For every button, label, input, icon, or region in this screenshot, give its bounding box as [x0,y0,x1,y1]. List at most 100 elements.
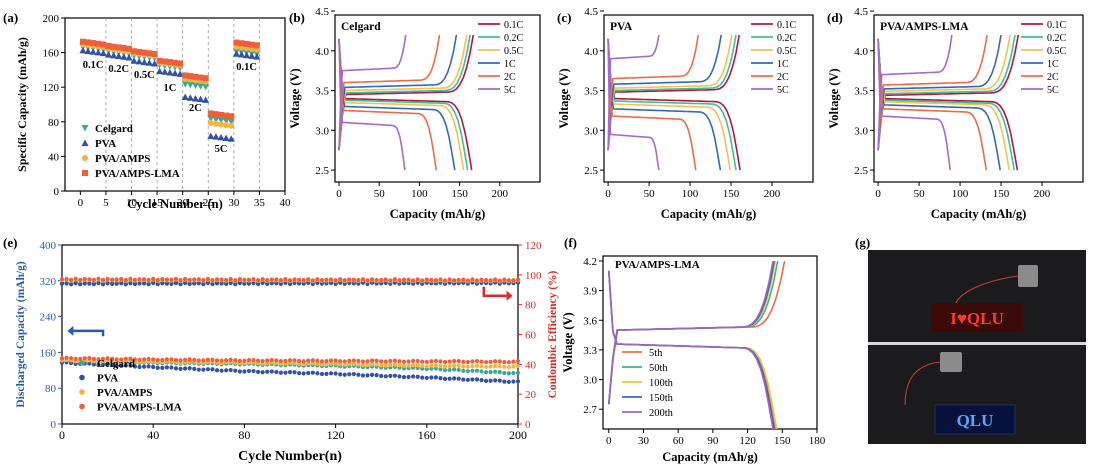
panel-c-xtick-label: 0 [605,188,611,200]
panel-a-point [105,43,112,50]
panel-d-charge-curve [877,34,1016,151]
panel-e-efficiency-point [210,277,215,283]
panel-e-capacity-point [351,371,356,377]
panel-c-ytick-label: 4.5 [584,6,598,18]
panel-e-capacity-point [260,358,265,364]
panel-c-label: (c) [557,10,571,25]
panel-e-capacity-point [255,358,261,363]
panel-e-capacity-point [87,361,92,366]
panel-e-capacity-point [433,366,439,371]
panel-d-ytick-label: 3.0 [854,125,868,137]
panel-c-ytick-label: 3.0 [584,125,598,137]
panel-a-point [202,83,210,91]
panel-e-capacity-point [246,368,252,374]
panel-e-capacity-point [119,357,124,362]
panel-e-efficiency-point [219,281,224,286]
panel-e-efficiency-point [242,281,247,286]
panel-b-legend-label: 1C [504,59,516,70]
panel-e-xtick-label: 40 [147,428,159,442]
panel-b-xtick-label: 200 [492,188,509,200]
panel-a-point [131,48,138,55]
panel-e-capacity-point [433,363,439,368]
panel-c-discharge-curve [607,38,741,171]
panel-c-discharge-curve [607,38,731,171]
panel-e-capacity-point [228,357,233,362]
panel-e-capacity-point [224,358,229,363]
panel-e-ytick-label: 80 [45,383,57,395]
panel-e-capacity-point [474,377,480,382]
panel-e-capacity-point [470,377,475,382]
panel-e-efficiency-point [315,277,320,282]
panel-a-point [187,73,194,80]
panel-e-efficiency-point [328,277,334,282]
panel-e-efficiency-point [242,277,247,282]
panel-e-capacity-point [91,362,97,367]
panel-e-capacity-point [369,358,375,363]
panel-e-efficiency-point [433,278,439,283]
panel-e-capacity-point [347,362,352,367]
panel-e-efficiency-point [196,277,201,282]
panel-a-point [227,135,235,142]
panel-a-point [100,41,107,48]
panel-e-capacity-point [319,362,325,367]
panel-e-efficiency-point [87,281,92,286]
panel-e-capacity-point [146,356,151,362]
panel-e-efficiency-point [123,282,128,287]
panel-e-capacity-point [415,358,420,364]
panel-f-ytick-label: 4.2 [583,256,597,268]
panel-e-capacity-point [461,377,466,382]
panel-e-capacity-point [493,378,498,383]
panel-e-capacity-point [260,370,265,375]
panel-e-xtick-label: 0 [59,428,65,442]
panel-e-capacity-point [214,358,220,363]
panel-a-ytick-label: 40 [48,151,60,163]
panel-e-efficiency-point [155,282,160,287]
panel-e-capacity-point [328,358,334,363]
panel-f-legend-label: 150th [649,393,674,404]
panel-e-efficiency-point [351,277,356,282]
panel-e-capacity-point [301,359,306,364]
panel-b-charge-curve [338,34,468,151]
panel-e-capacity-point [141,364,147,369]
panel-e-capacity-point [511,379,516,384]
panel-e-efficiency-point [269,277,274,282]
panel-d-ytick-label: 2.5 [854,165,868,177]
panel-e-efficiency-point [119,281,124,286]
panel-e-efficiency-point [141,281,147,286]
panel-a-point [110,51,118,59]
panel-c-xtick-label: 50 [644,188,656,200]
panel-e-efficiency-point [87,277,92,282]
panel-e-legend-marker [79,374,85,381]
panel-e-capacity-point [360,359,366,364]
panel-e-efficiency-point [128,276,133,281]
panel-e-capacity-point [388,358,393,364]
panel-f-legend-label: 100th [649,378,674,389]
panel-e-efficiency-point [406,277,411,282]
panel-e-capacity-point [78,356,83,361]
panel-e-capacity-point [338,372,343,377]
panel-e-capacity-point [497,378,502,383]
panel-f-xtick-label: 0 [606,435,612,447]
panel-e-label: (e) [3,235,17,250]
panel-e-capacity-point [301,371,306,376]
panel-e-efficiency-point [319,277,325,283]
panel-e-capacity-point [297,358,302,364]
panel-a-ytick-label: 0 [54,186,60,198]
panel-e-xtick-label: 200 [509,428,527,442]
panel-a-point [156,67,164,75]
panel-a-point [186,94,194,101]
panel-e-efficiency-point [224,277,229,283]
panel-e-capacity-point [461,368,466,373]
panel-e-capacity-point [151,357,156,362]
panel-e-efficiency-point [128,280,133,286]
panel-e-capacity-point [479,359,484,364]
panel-e-capacity-point [64,355,69,360]
panel-e-efficiency-point [132,277,138,282]
panel-e-capacity-point [324,359,329,364]
panel-e-capacity-point [356,372,361,377]
panel-e-capacity-point [447,364,452,369]
panel-e-capacity-point [374,373,379,378]
panel-a-point [95,40,102,47]
panel-e-legend-label: PVA [97,373,118,385]
panel-b: 0 50 100 150 200 2.5 3.0 3.5 4.0 4.5 0.1C 0.2C 0.5C 1… [288,6,541,221]
